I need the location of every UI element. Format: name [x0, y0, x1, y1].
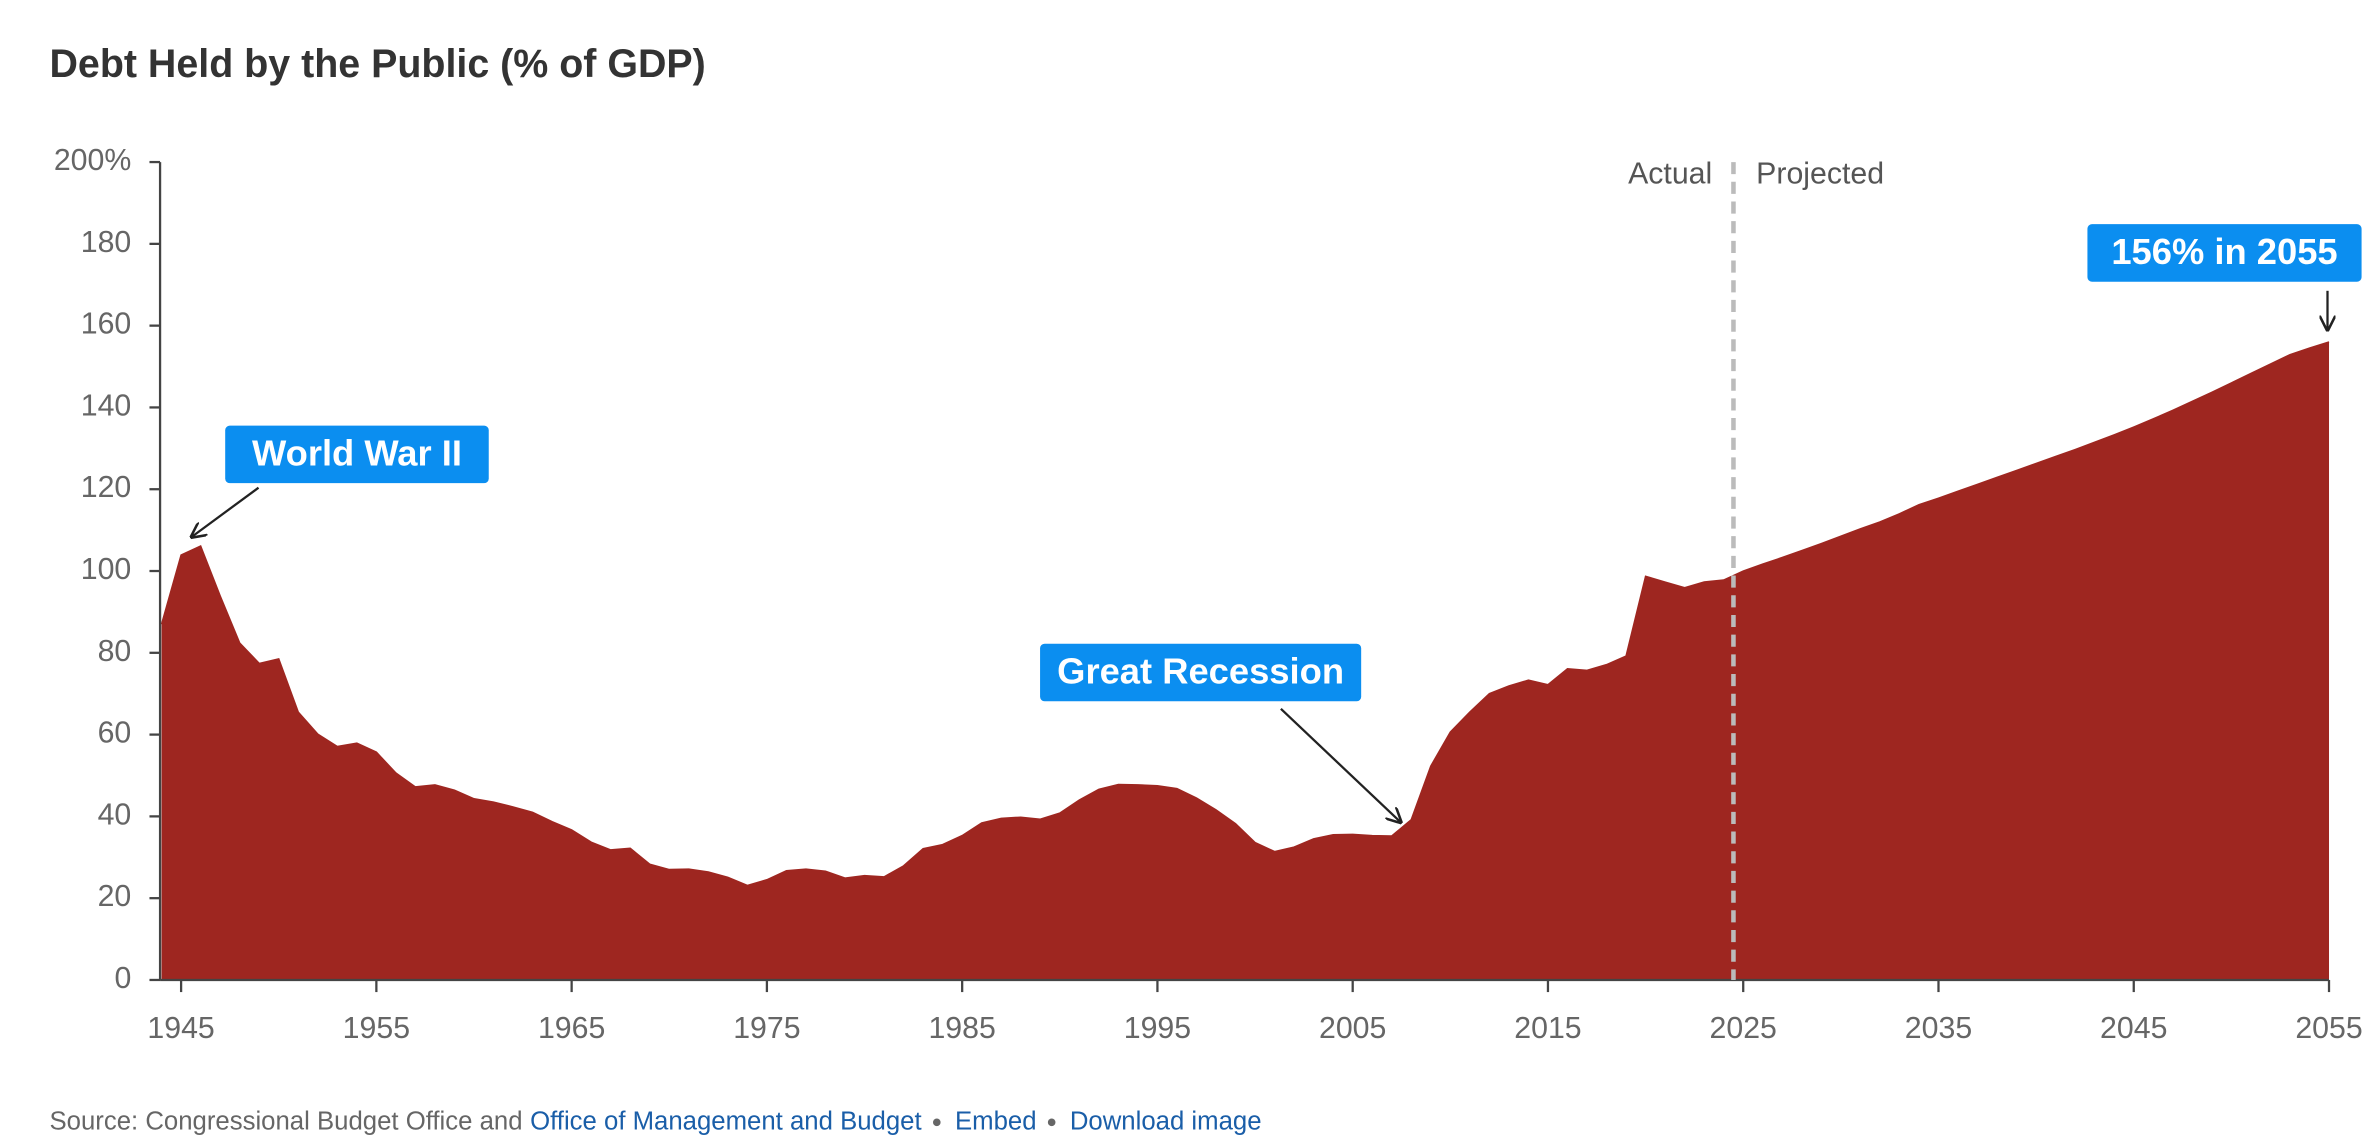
chart-title: Debt Held by the Public (% of GDP)	[50, 42, 706, 86]
y-tick-label: 100	[81, 553, 132, 586]
x-tick-label: 2045	[2100, 1012, 2167, 1045]
separator-dot	[1047, 1118, 1056, 1127]
x-tick-label: 1975	[733, 1012, 800, 1045]
x-tick-label: 1985	[928, 1012, 995, 1045]
x-tick-label: 1965	[538, 1012, 605, 1045]
y-tick-label: 40	[98, 798, 132, 831]
source-link[interactable]: Download image	[1070, 1107, 1262, 1135]
y-tick-label: 200%	[54, 144, 131, 177]
y-tick-label: 140	[81, 389, 132, 422]
source-prefix: Source: Congressional Budget Office and	[50, 1107, 523, 1135]
x-tick-label: 1995	[1124, 1012, 1191, 1045]
y-tick-label: 80	[98, 635, 132, 668]
divider-right-label: Projected	[1756, 158, 1884, 191]
x-tick-label: 2015	[1514, 1012, 1581, 1045]
annotation-box	[225, 425, 489, 484]
area-fill	[161, 342, 2330, 980]
y-tick-label: 0	[114, 962, 131, 995]
x-tick-label: 1945	[147, 1012, 214, 1045]
x-tick-label: 2055	[2295, 1012, 2362, 1045]
y-tick-label: 120	[81, 471, 132, 504]
source: Source: Congressional Budget Office and O…	[50, 1107, 1262, 1135]
y-tick-label: 160	[81, 308, 132, 341]
annotation-text: World War II	[252, 433, 462, 474]
y-tick-label: 20	[98, 880, 132, 913]
annotation-text: 156% in 2055	[2111, 231, 2337, 272]
area-line	[160, 341, 2330, 887]
y-tick-label: 180	[81, 226, 132, 259]
annotation-box	[2087, 224, 2362, 282]
separator-dot	[933, 1118, 941, 1127]
y-tick-label: 60	[98, 717, 132, 750]
annotation-text: Great Recession	[1057, 651, 1344, 692]
divider-left-label: Actual	[1628, 158, 1712, 191]
x-tick-label: 1955	[343, 1012, 410, 1045]
source-link[interactable]: Embed	[955, 1107, 1037, 1135]
annotation-box	[1040, 643, 1362, 702]
x-tick-label: 2025	[1710, 1012, 1777, 1045]
x-tick-label: 2035	[1905, 1012, 1972, 1045]
x-tick-label: 2005	[1319, 1012, 1386, 1045]
annotation-arrow	[1280, 708, 1401, 823]
annotation-arrow	[192, 486, 260, 537]
source-link[interactable]: Office of Management and Budget	[530, 1107, 922, 1135]
